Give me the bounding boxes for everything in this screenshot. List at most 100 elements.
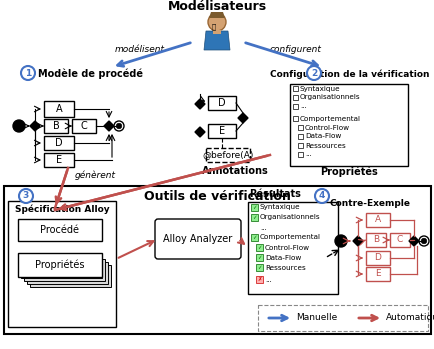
Bar bbox=[293, 116, 297, 121]
Text: ✓: ✓ bbox=[256, 245, 261, 250]
Polygon shape bbox=[194, 127, 204, 137]
Text: Syntaxique: Syntaxique bbox=[299, 86, 340, 91]
Text: C: C bbox=[396, 236, 402, 245]
Text: Organisationnels: Organisationnels bbox=[260, 215, 320, 221]
Polygon shape bbox=[104, 121, 114, 131]
Bar bbox=[297, 152, 302, 157]
Text: Annotations: Annotations bbox=[201, 166, 268, 176]
Bar bbox=[365, 233, 385, 247]
Bar bbox=[297, 125, 302, 130]
Text: ✓: ✓ bbox=[252, 235, 256, 240]
Text: Automatique: Automatique bbox=[385, 313, 434, 322]
Bar bbox=[297, 134, 302, 139]
Text: A: A bbox=[374, 215, 380, 224]
Circle shape bbox=[21, 66, 35, 80]
Bar bbox=[213, 30, 220, 34]
Text: ...: ... bbox=[304, 151, 311, 157]
Text: 3: 3 bbox=[23, 192, 29, 200]
Text: @before(A): @before(A) bbox=[202, 150, 253, 159]
Circle shape bbox=[334, 235, 346, 247]
Text: ✋: ✋ bbox=[211, 24, 216, 30]
Bar bbox=[289, 84, 407, 166]
Bar bbox=[44, 153, 74, 167]
Circle shape bbox=[418, 236, 428, 246]
Text: Configuration de la vérification: Configuration de la vérification bbox=[270, 69, 428, 79]
Text: Procédé: Procédé bbox=[40, 225, 79, 235]
Text: Spécification Alloy: Spécification Alloy bbox=[15, 204, 109, 214]
Polygon shape bbox=[194, 99, 204, 109]
Text: D: D bbox=[218, 98, 225, 108]
Bar bbox=[44, 136, 74, 150]
Text: Résultats: Résultats bbox=[249, 189, 300, 199]
Bar bbox=[206, 148, 250, 162]
Text: D: D bbox=[55, 138, 62, 148]
Text: Manuelle: Manuelle bbox=[295, 313, 336, 322]
Bar bbox=[18, 219, 102, 241]
Bar bbox=[293, 95, 297, 100]
Circle shape bbox=[116, 123, 122, 129]
Text: modélisent: modélisent bbox=[115, 45, 164, 54]
Text: B: B bbox=[53, 121, 59, 131]
Polygon shape bbox=[408, 236, 418, 246]
Circle shape bbox=[314, 189, 328, 203]
Text: ✓: ✓ bbox=[252, 215, 256, 220]
Text: C: C bbox=[80, 121, 87, 131]
Bar bbox=[44, 119, 68, 133]
Text: ✗: ✗ bbox=[256, 277, 261, 282]
Text: 4: 4 bbox=[318, 192, 325, 200]
Bar bbox=[256, 244, 263, 251]
Circle shape bbox=[420, 238, 426, 244]
Text: ✓: ✓ bbox=[256, 255, 261, 260]
Polygon shape bbox=[204, 31, 230, 50]
Bar bbox=[4, 186, 430, 334]
Text: A: A bbox=[56, 104, 62, 114]
Bar bbox=[250, 204, 257, 211]
FancyBboxPatch shape bbox=[155, 219, 240, 259]
Text: Ressources: Ressources bbox=[264, 265, 305, 270]
Circle shape bbox=[306, 66, 320, 80]
Bar bbox=[8, 201, 116, 327]
Text: Control-Flow: Control-Flow bbox=[264, 245, 309, 251]
Text: E: E bbox=[374, 269, 380, 279]
Text: Ressources: Ressources bbox=[304, 142, 345, 149]
Text: Propriétés: Propriétés bbox=[319, 167, 377, 177]
Bar bbox=[27, 262, 108, 284]
Bar bbox=[30, 265, 111, 287]
Bar bbox=[293, 86, 297, 91]
Circle shape bbox=[207, 13, 226, 31]
Text: Data-Flow: Data-Flow bbox=[304, 134, 340, 140]
Text: Outils de vérification: Outils de vérification bbox=[143, 190, 290, 202]
Text: Propriétés: Propriétés bbox=[35, 260, 85, 270]
Text: D: D bbox=[374, 253, 381, 262]
Bar bbox=[72, 119, 96, 133]
Bar bbox=[250, 214, 257, 221]
Text: Organisationnels: Organisationnels bbox=[299, 95, 360, 101]
Text: E: E bbox=[218, 126, 224, 136]
Bar bbox=[256, 254, 263, 261]
Bar bbox=[247, 202, 337, 294]
Bar bbox=[21, 256, 102, 278]
Text: Modèle de procédé: Modèle de procédé bbox=[38, 69, 143, 79]
Text: 2: 2 bbox=[310, 68, 316, 77]
Bar bbox=[207, 96, 236, 110]
Circle shape bbox=[19, 189, 33, 203]
Text: ✓: ✓ bbox=[256, 265, 261, 270]
Text: Comportemental: Comportemental bbox=[299, 116, 360, 121]
Bar bbox=[297, 143, 302, 148]
Text: Comportemental: Comportemental bbox=[260, 235, 320, 240]
Bar bbox=[365, 213, 389, 227]
Bar bbox=[18, 253, 102, 277]
Text: ...: ... bbox=[299, 104, 306, 110]
Text: E: E bbox=[56, 155, 62, 165]
Bar bbox=[256, 276, 263, 283]
Bar bbox=[389, 233, 409, 247]
Text: Syntaxique: Syntaxique bbox=[260, 205, 300, 210]
Text: 1: 1 bbox=[25, 68, 31, 77]
Text: configurent: configurent bbox=[270, 45, 321, 54]
Text: Control-Flow: Control-Flow bbox=[304, 125, 349, 131]
Text: Contre-Exemple: Contre-Exemple bbox=[329, 199, 410, 208]
Text: Modélisateurs: Modélisateurs bbox=[167, 0, 266, 13]
Bar bbox=[256, 264, 263, 271]
Bar bbox=[257, 305, 427, 331]
Text: ...: ... bbox=[260, 224, 266, 230]
